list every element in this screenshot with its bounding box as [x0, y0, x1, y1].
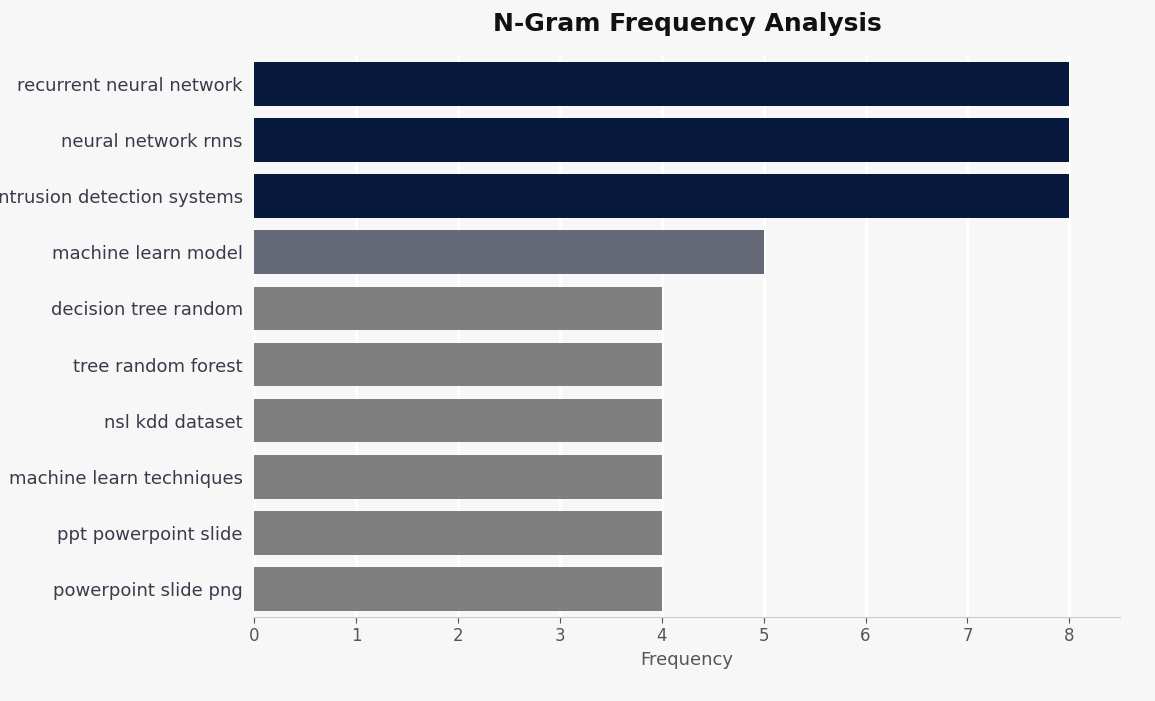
Bar: [254, 231, 763, 274]
X-axis label: Frequency: Frequency: [641, 651, 733, 669]
Bar: [254, 175, 1070, 218]
Bar: [254, 343, 662, 386]
Bar: [254, 455, 662, 498]
Bar: [254, 287, 662, 330]
Bar: [254, 399, 662, 442]
Title: N-Gram Frequency Analysis: N-Gram Frequency Analysis: [493, 12, 881, 36]
Bar: [254, 62, 1070, 106]
Bar: [254, 118, 1070, 162]
Bar: [254, 567, 662, 611]
Bar: [254, 511, 662, 554]
